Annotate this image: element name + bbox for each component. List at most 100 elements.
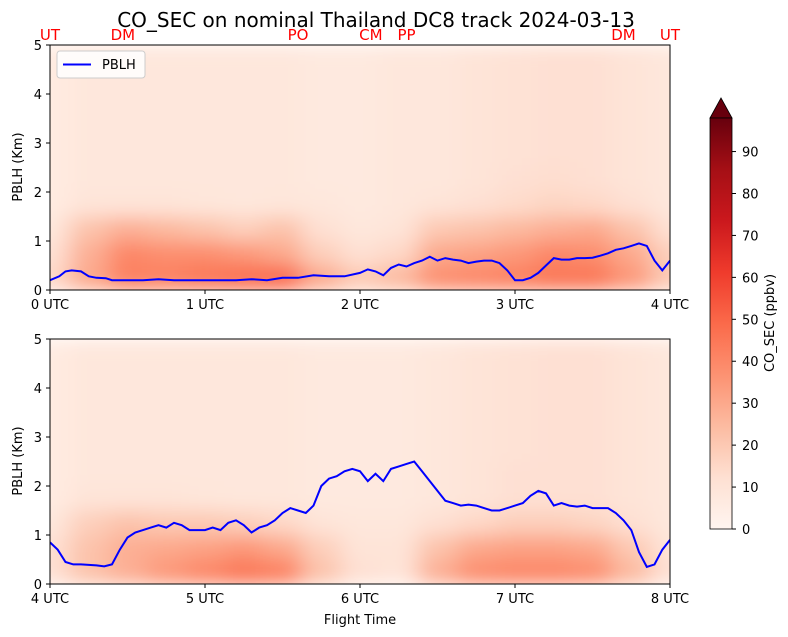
heatmap-cell (534, 363, 574, 389)
heatmap-cell (340, 535, 380, 560)
x-tick-label: 4 UTC (651, 298, 689, 313)
heatmap-cell (146, 69, 187, 95)
y-tick-label: 1 (34, 529, 42, 544)
x-tick-label: 0 UTC (31, 298, 69, 313)
heatmap-cell (418, 192, 458, 217)
heatmap-cell (534, 167, 574, 193)
y-axis-label-top: PBLH (Km) (11, 132, 26, 201)
heatmap-cell (224, 363, 264, 389)
heatmap-cell (650, 486, 670, 511)
y-tick-label: 3 (34, 431, 42, 446)
heatmap-cell (50, 363, 70, 389)
heatmap-cell (379, 69, 419, 95)
heatmap-cell (611, 45, 652, 70)
heatmap-cell (534, 94, 574, 119)
heatmap-cell (146, 167, 187, 193)
heatmap-cell (185, 559, 225, 584)
heatmap-cell (224, 437, 264, 462)
heatmap-cell (146, 363, 187, 389)
heatmap-cell (495, 412, 535, 438)
heatmap-cell (650, 412, 670, 438)
heatmap-cell (185, 45, 225, 70)
heatmap-cell (611, 535, 652, 560)
heatmap-cell (146, 486, 187, 511)
heatmap-cell (456, 69, 497, 95)
heatmap-cell (185, 167, 225, 193)
heatmap-cell (263, 69, 303, 95)
heatmap-cell (418, 69, 458, 95)
heatmap-cell (340, 510, 380, 536)
heatmap-cell (573, 559, 613, 584)
heatmap-cell (495, 216, 535, 242)
heatmap-cell (611, 486, 652, 511)
heatmap-cell (418, 118, 458, 144)
heatmap-cell (495, 118, 535, 144)
heatmap-cell (185, 339, 225, 364)
heatmap-cell (69, 388, 109, 413)
heatmap-cell (611, 437, 652, 462)
heatmap-cell (224, 192, 264, 217)
x-tick-label: 3 UTC (496, 298, 534, 313)
heatmap-cell (301, 535, 342, 560)
heatmap-cell (185, 535, 225, 560)
colorbar-tick-label: 20 (742, 439, 759, 454)
y-tick-label: 5 (34, 39, 42, 54)
heatmap-cell (611, 69, 652, 95)
heatmap-cell (340, 363, 380, 389)
heatmap-cell (301, 363, 342, 389)
heatmap-cell (69, 118, 109, 144)
heatmap-cell (573, 437, 613, 462)
heatmap-cell (185, 69, 225, 95)
heatmap-cell (69, 461, 109, 487)
heatmap-cell (108, 118, 148, 144)
legend: PBLH (56, 50, 146, 79)
heatmap-cell (650, 192, 670, 217)
heatmap-cell (573, 216, 613, 242)
heatmap-cell (108, 241, 148, 266)
heatmap-cell (534, 265, 574, 290)
heatmap-cell (456, 437, 497, 462)
heatmap-cell (379, 241, 419, 266)
heatmap-cell (573, 143, 613, 168)
heatmap-cell (224, 241, 264, 266)
heatmap-cell (340, 437, 380, 462)
x-axis-label: Flight Time (324, 613, 396, 628)
heatmap-cell (573, 363, 613, 389)
heatmap-cell (534, 45, 574, 70)
heatmap-cell (108, 143, 148, 168)
heatmap-cell (146, 388, 187, 413)
heatmap-cell (379, 216, 419, 242)
colorbar-label: CO_SEC (ppbv) (763, 274, 778, 372)
heatmap-cell (108, 412, 148, 438)
heatmap-cell (379, 167, 419, 193)
heatmap-cell (495, 143, 535, 168)
heatmap-cell (611, 461, 652, 487)
heatmap-cell (418, 143, 458, 168)
heatmap-cell (418, 412, 458, 438)
heatmap-cell (456, 143, 497, 168)
y-axis-label-bottom: PBLH (Km) (11, 426, 26, 495)
heatmap-cell (611, 265, 652, 290)
x-tick-label: 2 UTC (341, 298, 379, 313)
heatmap-cell (146, 412, 187, 438)
heatmap-cell (611, 339, 652, 364)
heatmap-cell (108, 461, 148, 487)
heatmap-cell (301, 388, 342, 413)
heatmap-cell (456, 486, 497, 511)
heatmap-cell (263, 216, 303, 242)
y-tick-label: 0 (34, 284, 42, 299)
heatmap-cell (418, 265, 458, 290)
bottom-panel: 4 UTC 5 UTC 6 UTC 7 UTC 8 UTC 0 1 2 3 4 5 PBLH (Km… (11, 333, 689, 628)
heatmap-cell (495, 192, 535, 217)
heatmap-cell (611, 143, 652, 168)
x-tick-label: 4 UTC (31, 592, 69, 607)
heatmap-cell (50, 167, 70, 193)
heatmap-cell (456, 388, 497, 413)
y-tick-label: 4 (34, 88, 42, 103)
colorbar-tick-label: 0 (742, 523, 750, 538)
heatmap-cell (650, 388, 670, 413)
heatmap-bottom (50, 339, 670, 584)
heatmap-cell (495, 510, 535, 536)
heatmap-cell (301, 94, 342, 119)
heatmap-cell (418, 45, 458, 70)
